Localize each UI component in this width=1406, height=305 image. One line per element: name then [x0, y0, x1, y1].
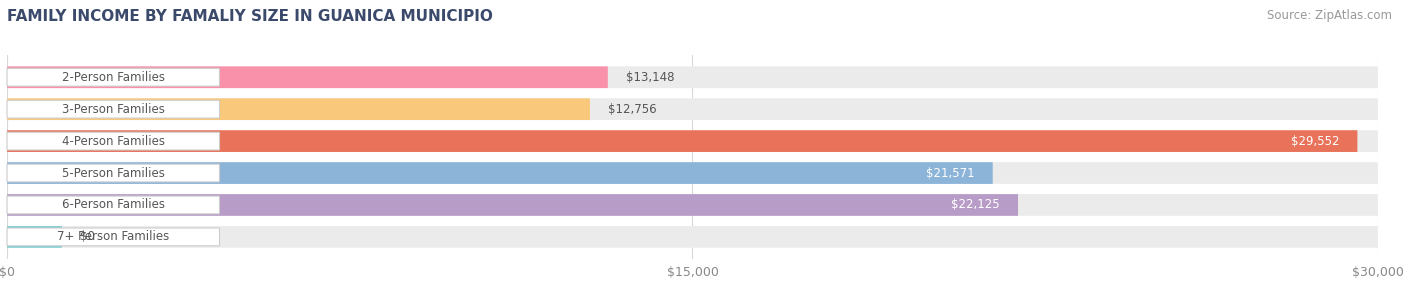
Text: Source: ZipAtlas.com: Source: ZipAtlas.com	[1267, 9, 1392, 22]
Text: $13,148: $13,148	[626, 71, 675, 84]
FancyBboxPatch shape	[7, 130, 1378, 152]
FancyBboxPatch shape	[7, 226, 1378, 248]
Text: 3-Person Families: 3-Person Families	[62, 103, 165, 116]
Text: 2-Person Families: 2-Person Families	[62, 71, 165, 84]
FancyBboxPatch shape	[7, 196, 219, 214]
FancyBboxPatch shape	[7, 66, 607, 88]
FancyBboxPatch shape	[7, 98, 591, 120]
FancyBboxPatch shape	[7, 132, 219, 150]
Text: $22,125: $22,125	[950, 199, 1000, 211]
Text: $29,552: $29,552	[1291, 135, 1339, 148]
Text: $0: $0	[80, 230, 96, 243]
Text: 4-Person Families: 4-Person Families	[62, 135, 165, 148]
FancyBboxPatch shape	[7, 164, 219, 182]
Text: $12,756: $12,756	[609, 103, 657, 116]
Text: 6-Person Families: 6-Person Families	[62, 199, 165, 211]
FancyBboxPatch shape	[7, 162, 1378, 184]
FancyBboxPatch shape	[7, 194, 1018, 216]
FancyBboxPatch shape	[7, 228, 219, 246]
FancyBboxPatch shape	[7, 100, 219, 118]
FancyBboxPatch shape	[7, 130, 1357, 152]
FancyBboxPatch shape	[7, 194, 1378, 216]
Text: 5-Person Families: 5-Person Families	[62, 167, 165, 180]
Text: $21,571: $21,571	[925, 167, 974, 180]
FancyBboxPatch shape	[7, 98, 1378, 120]
FancyBboxPatch shape	[7, 162, 993, 184]
FancyBboxPatch shape	[7, 226, 62, 248]
Text: 7+ Person Families: 7+ Person Families	[58, 230, 169, 243]
FancyBboxPatch shape	[7, 68, 219, 86]
FancyBboxPatch shape	[7, 66, 1378, 88]
Text: FAMILY INCOME BY FAMALIY SIZE IN GUANICA MUNICIPIO: FAMILY INCOME BY FAMALIY SIZE IN GUANICA…	[7, 9, 494, 24]
